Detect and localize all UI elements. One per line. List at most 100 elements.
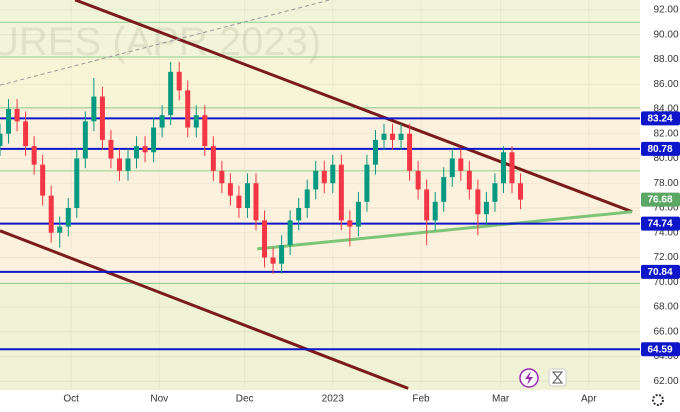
- price-label-box: [641, 141, 680, 156]
- candle-body: [424, 189, 430, 221]
- candle-body: [492, 183, 498, 202]
- price-label: 74.74: [647, 219, 672, 230]
- candle-body: [381, 133, 387, 140]
- candle-body: [355, 201, 361, 227]
- x-tick-label: Dec: [236, 394, 254, 405]
- x-tick-label: Oct: [63, 394, 79, 405]
- price-label: 76.68: [647, 195, 672, 206]
- candle-body: [407, 133, 413, 171]
- price-label: 64.59: [647, 344, 672, 355]
- candle-body: [0, 133, 3, 147]
- y-tick-label: 84.00: [653, 104, 678, 115]
- zone: [0, 0, 640, 57]
- candle-body: [279, 245, 285, 264]
- price-label-box: [641, 111, 680, 126]
- y-tick-label: 76.00: [653, 203, 678, 214]
- candle-body: [330, 164, 336, 184]
- candle-body: [449, 158, 455, 178]
- candle-body: [244, 183, 250, 208]
- plot-area: [0, 0, 640, 390]
- candle-body: [364, 164, 370, 202]
- y-tick-label: 62.00: [653, 376, 678, 387]
- candle-body: [262, 220, 268, 258]
- y-tick-label: 82.00: [653, 128, 678, 139]
- candle-body: [227, 183, 233, 196]
- candle-body: [108, 139, 114, 159]
- y-tick-label: 92.00: [653, 5, 678, 16]
- candle-body: [287, 220, 293, 246]
- candle-body: [500, 152, 506, 184]
- candle-body: [509, 152, 515, 184]
- candle-body: [202, 115, 208, 147]
- candle-body: [176, 71, 182, 91]
- candle-body: [458, 158, 464, 171]
- candle-body: [236, 195, 242, 208]
- price-label-box: [641, 342, 680, 357]
- candle-body: [159, 115, 165, 128]
- y-tick-label: 90.00: [653, 29, 678, 40]
- candle-body: [125, 158, 131, 171]
- x-tick-label: 2023: [322, 394, 345, 405]
- candle-body: [116, 158, 122, 171]
- candle-body: [210, 146, 216, 171]
- candle-body: [347, 220, 353, 227]
- candle-body: [313, 170, 319, 190]
- candle-body: [296, 208, 302, 221]
- y-tick-label: 64.00: [653, 351, 678, 362]
- y-tick-label: 70.00: [653, 277, 678, 288]
- candle-body: [23, 121, 29, 147]
- y-tick-label: 88.00: [653, 54, 678, 65]
- candle-body: [518, 183, 524, 200]
- y-tick-label: 78.00: [653, 178, 678, 189]
- candle-body: [134, 146, 140, 159]
- candle-body: [253, 183, 259, 221]
- candle-body: [57, 226, 63, 233]
- candle-body: [91, 96, 97, 122]
- zone: [0, 57, 640, 107]
- x-tick-label: Apr: [581, 394, 597, 405]
- candle-body: [338, 164, 344, 221]
- candle-body: [74, 158, 80, 208]
- x-tick-label: Nov: [150, 394, 168, 405]
- candle-body: [466, 170, 472, 190]
- candle-body: [398, 133, 404, 140]
- candle-body: [475, 189, 481, 215]
- y-tick-label: 72.00: [653, 252, 678, 263]
- candle-body: [151, 127, 157, 153]
- candle-body: [390, 133, 396, 140]
- candle-body: [219, 170, 225, 184]
- hourglass: [551, 371, 564, 384]
- candle-body: [168, 71, 174, 116]
- y-tick-label: 74.00: [653, 227, 678, 238]
- time-axis: [0, 390, 640, 412]
- axes: 62.00 64.00 66.00 68.00 70.00 72.00 74.00 76.00…: [63, 5, 680, 405]
- trend-line: [0, 0, 331, 86]
- candle-body: [82, 121, 88, 159]
- candle-body: [432, 201, 438, 221]
- y-tick-label: 68.00: [653, 302, 678, 313]
- price-label-box: [641, 192, 680, 207]
- lightning: [525, 371, 533, 385]
- settings-icon[interactable]: [652, 394, 664, 406]
- candle-body: [40, 164, 46, 196]
- candle-body: [48, 195, 54, 233]
- toolbar-icons[interactable]: [519, 368, 664, 406]
- price-label: 83.24: [647, 114, 672, 125]
- candle-body: [65, 208, 71, 227]
- candle-body: [441, 177, 447, 202]
- price-label: 80.78: [647, 144, 672, 155]
- candle-body: [372, 139, 378, 165]
- candle-body: [193, 115, 199, 128]
- candle-body: [415, 170, 421, 190]
- price-label-box: [641, 216, 680, 231]
- candle-body: [304, 189, 310, 208]
- candle-body: [14, 108, 20, 122]
- trend-line: [0, 229, 409, 390]
- candle-body: [483, 201, 489, 215]
- x-tick-label: Mar: [492, 394, 510, 405]
- candle-body: [142, 146, 148, 153]
- x-tick-label: Feb: [412, 394, 430, 405]
- y-tick-label: 86.00: [653, 79, 678, 90]
- candle-body: [270, 257, 276, 264]
